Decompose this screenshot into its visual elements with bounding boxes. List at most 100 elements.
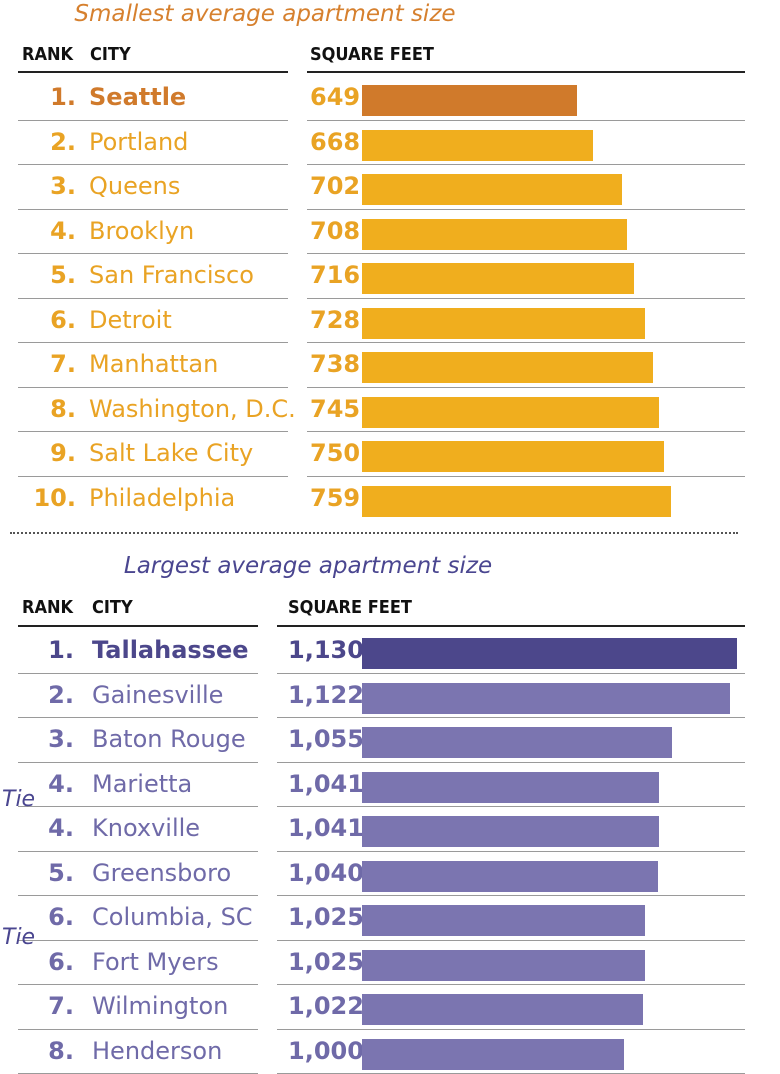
row-separator-left [18,761,258,763]
row-separator-right [307,342,745,343]
row-separator-left [18,431,288,432]
city-label: Portland [89,127,189,156]
city-label: Fort Myers [92,947,219,976]
rank-label: 1. [48,636,74,664]
bar [362,727,672,758]
rank-label: 8. [50,394,76,423]
bar [362,905,646,936]
value-label: 738 [310,350,361,378]
city-header-largest: CITY [92,597,133,618]
bar [362,129,593,161]
row-separator-left [18,297,288,299]
row-separator-left [18,253,288,254]
row-separator-right [277,895,745,896]
city-label: Henderson [92,1036,223,1065]
bar [362,85,577,116]
rank-label: 8. [48,1036,74,1065]
value-label: 1,025 [288,903,364,931]
rank-label: 6. [50,305,76,334]
row-separator-left [18,895,258,896]
rank-label: 1. [50,83,76,111]
rank-label: 4. [48,769,74,798]
row-separator-right [277,806,745,807]
bar [362,263,635,294]
value-label: 668 [310,127,361,156]
row-separator-right [307,386,745,388]
value-label: 728 [310,305,361,334]
row-separator-right [307,475,745,477]
largest-chart-title: Largest average apartment size [123,553,493,579]
city-label: Queens [89,172,181,200]
row-separator-right [307,297,745,299]
row-separator-left [18,1028,258,1030]
header-rule-left-largest [18,625,258,627]
city-label: Detroit [89,305,172,334]
rank-label: 3. [48,725,74,753]
value-label: 1,040 [288,858,364,887]
bar [362,218,628,250]
row-separator-right [277,850,745,852]
value-header-smallest: SQUARE FEET [310,44,434,65]
value-label: 1,022 [288,992,364,1020]
value-label: 702 [310,172,361,200]
city-label: Philadelphia [89,483,236,512]
section-divider [10,532,738,534]
value-label: 750 [310,439,361,467]
value-label: 1,025 [288,947,364,976]
rank-label: 7. [50,350,76,378]
rank-label: 2. [48,680,74,709]
value-label: 1,130 [288,636,364,664]
row-separator-right [277,761,745,763]
tie-label-6: Tie [2,925,36,950]
row-separator-left [18,475,288,477]
header-rule-left-smallest [18,71,288,73]
value-label: 759 [310,483,361,512]
value-label: 745 [310,394,361,423]
row-separator-right [307,431,745,432]
row-separator-left [18,806,258,807]
row-separator-left [18,119,288,121]
rank-label: 6. [48,903,74,931]
row-separator-right [277,1028,745,1030]
bar [362,949,646,981]
rank-label: 3. [50,172,76,200]
row-separator-right [277,939,745,941]
bar [362,174,623,205]
row-separator-left [18,984,258,985]
rank-label: 5. [48,858,74,887]
row-separator-left [18,672,258,674]
value-label: 708 [310,216,361,245]
city-label: Salt Lake City [89,439,254,467]
bar [362,1038,624,1070]
city-label: Gainesville [92,680,224,709]
rank-label: 9. [50,439,76,467]
row-separator-right [307,119,745,121]
rank-label: 6. [48,947,74,976]
value-label: 1,055 [288,725,364,753]
city-label: Seattle [89,83,187,111]
city-label: Manhattan [89,350,219,378]
tie-label-4: Tie [2,787,36,812]
rank-label: 10. [33,483,76,512]
value-label: 1,041 [288,769,364,798]
value-label: 716 [310,261,361,289]
city-label: Knoxville [92,814,201,842]
value-header-largest: SQUARE FEET [288,597,412,618]
header-rule-right-smallest [307,71,745,73]
bar [362,638,737,669]
bar [362,816,660,847]
city-label: Tallahassee [92,636,249,664]
rank-label: 7. [48,992,74,1020]
rank-label: 5. [50,261,76,289]
row-separator-right [277,672,745,674]
value-label: 649 [310,83,361,111]
city-label: Wilmington [92,992,229,1020]
bar [362,485,672,517]
bar [362,307,645,339]
city-label: Baton Rouge [92,725,246,753]
row-separator-left [18,164,288,165]
value-label: 1,000 [288,1036,364,1065]
header-rule-right-largest [277,625,745,627]
rank-header-smallest: RANK [22,44,74,65]
row-separator-left [18,342,288,343]
